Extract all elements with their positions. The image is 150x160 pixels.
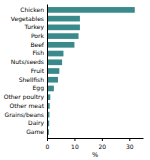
chart: 0 10 20 30 Chicken VegetablesTurkeyPork BeefFi…	[0, 0, 150, 160]
y-tick: Fish	[32, 49, 44, 56]
y-axis: Chicken VegetablesTurkeyPork BeefFish Nuts/…	[4, 5, 48, 139]
y-tick-label: Other meat	[9, 102, 44, 109]
y-tick-label: Beef	[30, 41, 44, 48]
y-tick: Beef	[30, 41, 44, 48]
y-tick: Turkey	[23, 23, 44, 31]
x-tick-label: 0	[46, 143, 50, 150]
y-tick: Fruit	[31, 67, 45, 74]
y-tick-label: Shellfish	[19, 76, 45, 83]
y-tick-label: Chicken	[20, 6, 44, 13]
y-tick-label: Fruit	[31, 67, 45, 74]
x-axis-title: %	[92, 151, 98, 159]
x-tick-mark	[102, 138, 103, 141]
bars	[47, 7, 135, 135]
y-tick-label: Other poultry	[4, 93, 45, 101]
bar	[47, 16, 80, 22]
y-tick: Chicken	[20, 6, 44, 13]
plot: 0 10 20 30 Chicken VegetablesTurkeyPork BeefFi…	[4, 5, 144, 151]
x-axis: 0 10 20 30	[46, 138, 144, 150]
y-tick: Game	[26, 128, 44, 135]
y-tick-label: Dairy	[28, 119, 44, 127]
y-tick: Grains/beans	[4, 111, 44, 118]
y-tick: Other poultry	[4, 93, 45, 101]
y-tick: Dairy	[28, 119, 44, 127]
y-tick: Shellfish	[19, 76, 45, 83]
bar	[47, 25, 80, 31]
y-tick-label: Egg	[33, 84, 45, 92]
bar	[47, 51, 63, 57]
bar	[47, 86, 54, 92]
bar	[47, 7, 135, 13]
y-tick: Nuts/seeds	[11, 58, 44, 65]
bar	[47, 68, 59, 74]
bar	[47, 42, 74, 48]
y-axis-line	[47, 5, 48, 139]
y-tick-label: Pork	[31, 32, 45, 39]
x-tick-label: 10	[71, 143, 79, 150]
x-tick-mark	[74, 138, 75, 141]
y-tick: Egg	[33, 84, 45, 92]
x-tick-label: 20	[99, 143, 107, 150]
bar	[47, 33, 79, 39]
y-tick-label: Nuts/seeds	[11, 58, 44, 65]
y-tick-label: Turkey	[23, 23, 44, 31]
y-tick-label: Game	[26, 128, 44, 135]
y-tick: Vegetables	[11, 15, 44, 23]
y-tick-label: Fish	[32, 49, 44, 56]
bar	[47, 59, 62, 65]
x-tick-mark	[129, 138, 130, 141]
x-tick: 30	[126, 138, 134, 150]
y-tick-label: Vegetables	[11, 15, 44, 23]
y-tick: Other meat	[9, 102, 44, 109]
y-tick: Pork	[31, 32, 45, 39]
x-tick: 20	[99, 138, 107, 150]
x-axis-line	[48, 138, 144, 139]
y-tick-label: Grains/beans	[4, 111, 44, 118]
x-tick-label: 30	[126, 143, 134, 150]
bar	[47, 77, 58, 83]
x-tick: 0	[46, 138, 50, 150]
x-tick: 10	[71, 138, 79, 150]
